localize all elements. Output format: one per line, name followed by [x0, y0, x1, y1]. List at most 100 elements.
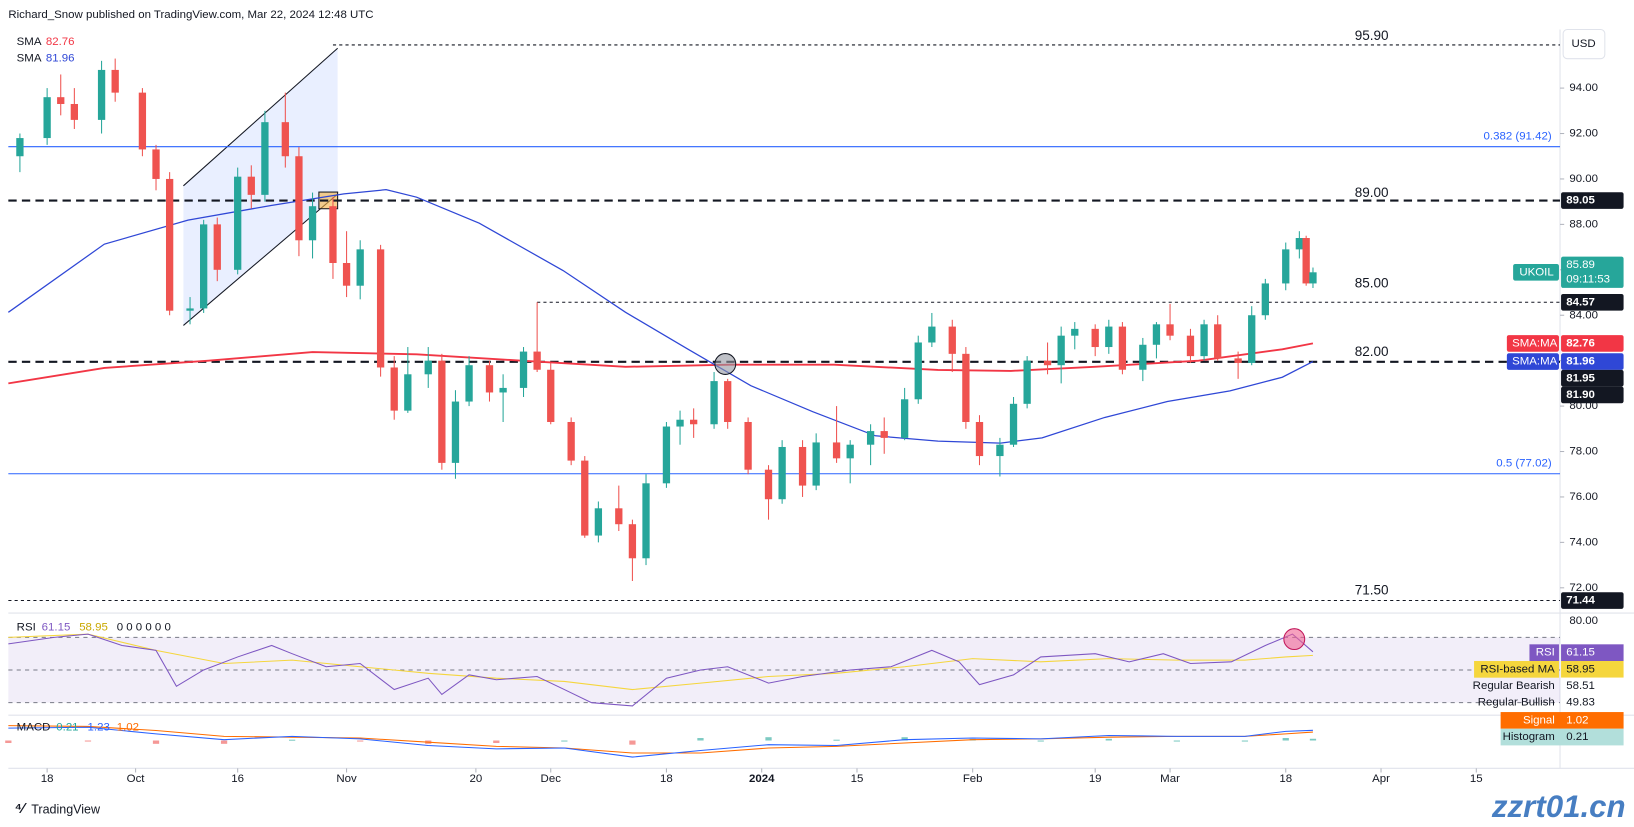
macd-histogram-bar	[5, 740, 12, 744]
candle-body	[832, 442, 841, 459]
candle-body	[247, 176, 255, 195]
macd-signal-tag	[1500, 712, 1624, 729]
candle-body	[581, 460, 589, 536]
rsi-value: 61.15	[42, 622, 71, 634]
candle-body	[356, 249, 364, 286]
rsi-tag-value: 49.83	[1566, 697, 1595, 709]
candle-body	[1009, 403, 1018, 445]
candle-body	[57, 97, 65, 104]
candle-body	[928, 326, 936, 343]
macd-histogram-bar	[561, 740, 568, 742]
plot: 18 Oct 16 Nov 20 Dec 18 2024 15 Feb 19 Mar 18 Apr 15 72…	[5, 28, 1624, 785]
candle-body	[1152, 324, 1161, 345]
rsi-tag	[1561, 677, 1624, 695]
candle-body	[404, 374, 412, 411]
macd-histogram-bar	[1282, 738, 1289, 741]
candle-body	[376, 249, 385, 368]
candle-body	[424, 360, 432, 375]
candle-body	[1200, 324, 1208, 357]
price-tag	[1561, 293, 1624, 311]
candle-body	[499, 387, 507, 393]
last-price-tag	[1561, 256, 1624, 288]
candle-body	[261, 122, 269, 195]
currency: USD	[1571, 38, 1595, 50]
macd-histogram-bar	[1105, 738, 1112, 741]
x-tick-label: 20	[470, 773, 483, 785]
macd-histogram-bar	[697, 738, 704, 741]
countdown: 09:11:53	[1566, 274, 1610, 286]
candle-body	[213, 224, 221, 270]
candle-body	[152, 149, 160, 179]
candle-body	[962, 353, 970, 422]
candle-body	[111, 69, 119, 93]
candle-body	[642, 483, 650, 559]
candle-body	[1261, 283, 1269, 316]
candle-body	[710, 381, 718, 425]
rsi-tag-name-bg	[1474, 660, 1559, 678]
price-tag	[1561, 353, 1624, 370]
symbol-tag	[1513, 263, 1559, 281]
x-tick-label: Oct	[127, 773, 146, 785]
last-price: 85.89	[1566, 259, 1595, 271]
y-tick-label: 74.00	[1569, 536, 1598, 548]
legend-value: 82.76	[46, 36, 75, 48]
rsi-line	[8, 633, 1314, 707]
macd-line	[8, 726, 1313, 758]
candle-body	[451, 401, 460, 463]
rsi-tag	[1561, 660, 1624, 678]
macd-hist-tag	[1500, 728, 1624, 746]
candle-body	[16, 138, 24, 157]
candle-body	[880, 431, 888, 438]
series-tag-label: SMA:MA	[1512, 337, 1558, 349]
legend-name: SMA	[17, 53, 42, 65]
candle-body	[615, 508, 623, 525]
price-tag	[1561, 592, 1624, 609]
currency-box	[1562, 28, 1606, 60]
macd-histogram-bar	[1241, 740, 1249, 742]
x-tick-label: Mar	[1160, 773, 1180, 785]
rsi-tag	[1561, 644, 1624, 661]
candle-body	[165, 178, 174, 311]
macd-signal-tag-name: Signal	[1523, 714, 1555, 726]
channel-line	[183, 47, 338, 187]
rsi-tag-name: Regular Bearish	[1473, 680, 1555, 692]
candle-body	[281, 122, 289, 157]
candle-body	[1091, 328, 1099, 348]
x-tick-label: 15	[1470, 773, 1483, 785]
candle-body	[533, 351, 541, 370]
candle-body	[1057, 335, 1065, 366]
candle-body	[329, 206, 337, 263]
candle-body	[390, 367, 398, 411]
rsi-tag-name: Regular Bullish	[1478, 697, 1555, 709]
legend-value: 81.96	[46, 53, 75, 65]
candle-body	[798, 446, 807, 486]
x-tick-label: 2024	[749, 773, 775, 785]
x-tick-label: Apr	[1372, 773, 1390, 785]
y-tick-label: 72.00	[1569, 582, 1598, 594]
level-label: 89.00	[1355, 185, 1389, 200]
candle-body	[846, 444, 854, 459]
price-tag	[1561, 335, 1624, 352]
x-tick-label: 18	[1279, 773, 1292, 785]
macd-histogram-bar	[220, 740, 228, 744]
candle-body	[676, 419, 684, 427]
price-tag	[1561, 386, 1624, 404]
candle-body	[1295, 238, 1304, 250]
x-tick-label: 15	[851, 773, 864, 785]
series-tag	[1506, 353, 1559, 370]
rsi-tick-label: 80.00	[1569, 615, 1598, 627]
candle-body	[724, 381, 732, 422]
candle-body	[1214, 324, 1222, 359]
candle-body	[1302, 238, 1310, 284]
candle-body	[1023, 360, 1031, 404]
channel-fill	[183, 48, 338, 326]
candle-body	[778, 446, 786, 500]
x-tick-label: Feb	[963, 773, 983, 785]
price-tag-label: 71.44	[1566, 595, 1595, 607]
candle-body	[70, 103, 78, 120]
macd-histogram-bar	[84, 740, 92, 742]
candle-body	[438, 360, 446, 463]
x-tick-label: 19	[1089, 773, 1102, 785]
candle-body	[1282, 249, 1290, 284]
